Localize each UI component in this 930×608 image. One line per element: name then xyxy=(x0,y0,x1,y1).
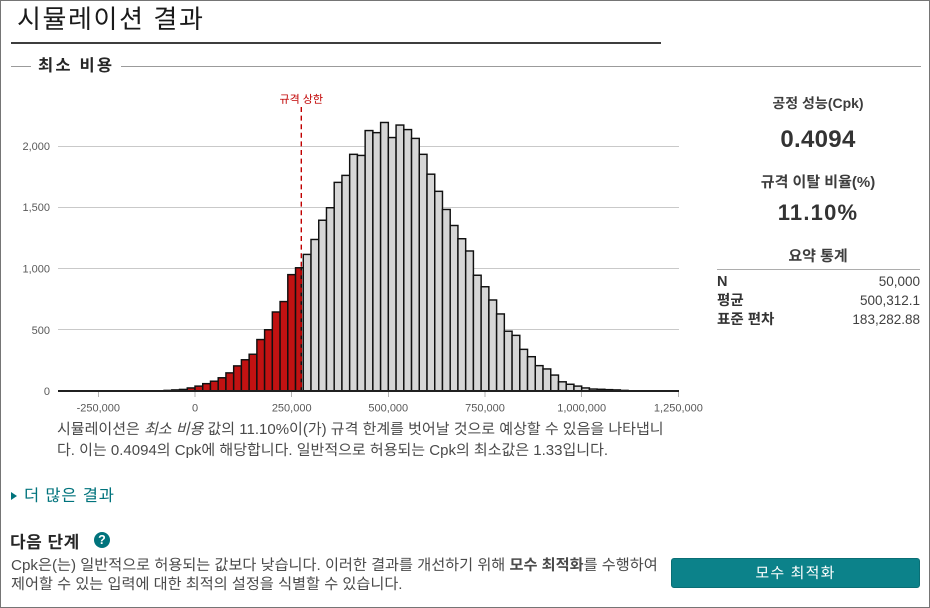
svg-text:0: 0 xyxy=(44,386,50,398)
svg-text:0: 0 xyxy=(192,403,198,415)
svg-text:1,250,000: 1,250,000 xyxy=(654,403,703,415)
svg-text:250,000: 250,000 xyxy=(272,403,312,415)
svg-text:1,000,000: 1,000,000 xyxy=(557,403,606,415)
svg-text:규격 상한: 규격 상한 xyxy=(280,91,324,107)
svg-text:2,000: 2,000 xyxy=(22,141,50,153)
svg-text:500: 500 xyxy=(32,325,50,337)
svg-text:-250,000: -250,000 xyxy=(77,403,120,415)
svg-text:500,000: 500,000 xyxy=(368,403,408,415)
svg-text:750,000: 750,000 xyxy=(465,403,505,415)
svg-text:1,000: 1,000 xyxy=(22,264,50,276)
svg-text:1,500: 1,500 xyxy=(22,202,50,214)
